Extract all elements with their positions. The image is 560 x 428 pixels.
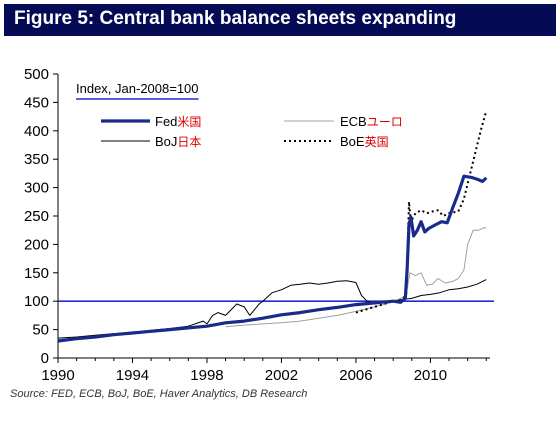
x-tick-label: 2010 [414,367,447,384]
legend-label-cjk-ecb: ユーロ [367,115,403,129]
legend-label-ecb: ECBユーロ [340,114,403,129]
y-tick-label: 0 [41,350,49,367]
legend-label-boe: BoE英国 [340,134,389,149]
series-line-ecb [225,226,487,328]
y-tick-label: 400 [24,123,49,140]
y-tick-label: 500 [24,66,49,83]
x-tick-label: 2002 [265,367,298,384]
index-note: Index, Jan-2008=100 [76,81,199,96]
y-tick-label: 100 [24,293,49,310]
y-tick-label: 150 [24,265,49,282]
legend-label-boj: BoJ日本 [155,134,201,149]
series-line-boe [355,110,488,314]
x-tick-label: 1998 [190,367,223,384]
title-bar: Figure 5: Central bank balance sheets ex… [4,4,556,36]
y-tick-label: 300 [24,180,49,197]
x-tick-label: 1994 [116,367,149,384]
x-tick-label: 2006 [339,367,372,384]
series-line-boj [57,279,487,339]
y-tick-label: 200 [24,236,49,253]
x-tick-label: 1990 [41,367,74,384]
legend-label-cjk-boj: 日本 [177,135,201,149]
legend-label-cjk-fed: 米国 [177,115,201,129]
y-tick-label: 450 [24,94,49,111]
y-tick-label: 50 [32,322,49,339]
source-note: Source: FED, ECB, BoJ, BoE, Haver Analyt… [10,388,308,400]
page-title: Figure 5: Central bank balance sheets ex… [14,8,457,29]
series-line-fed [57,174,488,343]
legend-label-fed: Fed米国 [155,114,201,129]
y-tick-label: 250 [24,208,49,225]
legend-label-cjk-boe: 英国 [365,135,389,149]
y-tick-label: 350 [24,151,49,168]
